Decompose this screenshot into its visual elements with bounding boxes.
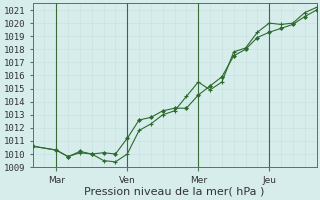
X-axis label: Pression niveau de la mer( hPa ): Pression niveau de la mer( hPa ): [84, 187, 265, 197]
